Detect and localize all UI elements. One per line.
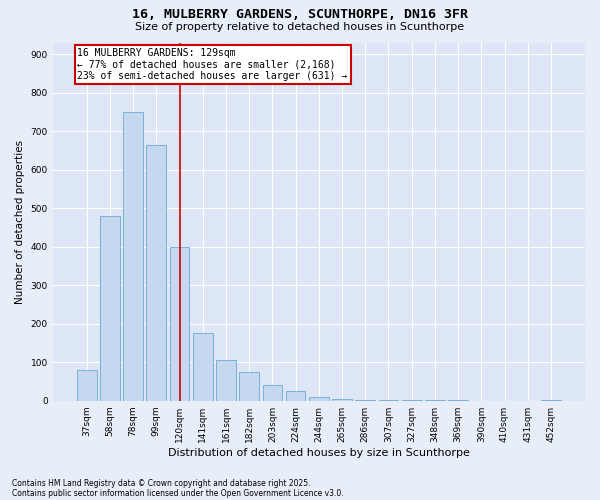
Bar [263,384,282,400]
Bar [216,360,236,401]
X-axis label: Distribution of detached houses by size in Scunthorpe: Distribution of detached houses by size … [168,448,470,458]
Bar [100,216,120,400]
Bar [170,246,190,400]
Text: Contains HM Land Registry data © Crown copyright and database right 2025.: Contains HM Land Registry data © Crown c… [12,478,311,488]
Bar [309,397,329,400]
Text: 16, MULBERRY GARDENS, SCUNTHORPE, DN16 3FR: 16, MULBERRY GARDENS, SCUNTHORPE, DN16 3… [132,8,468,20]
Bar [332,399,352,400]
Bar [239,372,259,400]
Text: 16 MULBERRY GARDENS: 129sqm
← 77% of detached houses are smaller (2,168)
23% of : 16 MULBERRY GARDENS: 129sqm ← 77% of det… [77,48,347,82]
Bar [193,334,212,400]
Y-axis label: Number of detached properties: Number of detached properties [15,140,25,304]
Text: Size of property relative to detached houses in Scunthorpe: Size of property relative to detached ho… [136,22,464,32]
Bar [77,370,97,400]
Bar [286,390,305,400]
Bar [146,144,166,400]
Text: Contains public sector information licensed under the Open Government Licence v3: Contains public sector information licen… [12,488,344,498]
Bar [123,112,143,401]
